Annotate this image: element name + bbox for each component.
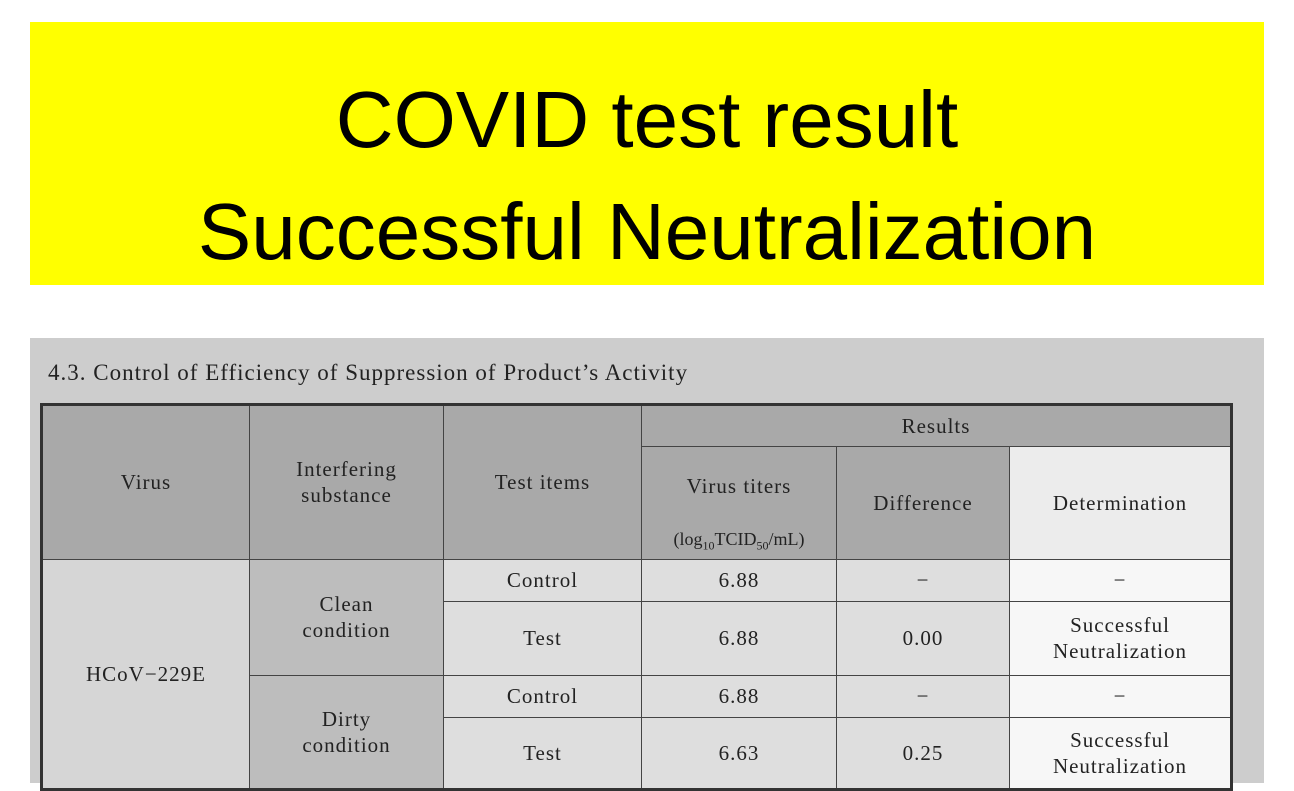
data-row: HCoV−229E Clean condition Control 6.88 −… [41,558,1233,790]
results-table: Virus Interfering substance Test items R… [40,403,1234,791]
titer-cell: 6.88 [641,558,837,602]
condition-cell: Dirty condition [249,674,444,790]
item-cell: Control [443,558,642,602]
difference-cell: − [836,674,1010,718]
unit-sub: 50 [756,538,769,553]
unit-part: /mL) [768,529,805,549]
titer-cell: 6.88 [641,674,837,718]
unit-part: (log [673,529,703,549]
difference-cell: 0.00 [836,600,1010,676]
determination-cell: − [1008,674,1233,718]
condition-cell: Clean condition [249,558,444,676]
difference-cell: 0.25 [836,716,1010,790]
banner-line: COVID test result [335,75,959,164]
header-cell: Difference [836,446,1010,560]
titer-cell: 6.63 [641,716,837,790]
document-panel: 4.3. Control of Efficiency of Suppressio… [30,338,1264,791]
header-cell: Virus titers (log10TCID50/mL) [641,446,837,560]
section-caption: 4.3. Control of Efficiency of Suppressio… [48,360,689,385]
banner: COVID test result Successful Neutralizat… [30,22,1264,285]
item-cell: Test [443,600,642,676]
unit-part: TCID [714,529,757,549]
unit-sub: 10 [702,538,715,553]
titer-cell: 6.88 [641,600,837,676]
determination-cell: − [1008,558,1233,602]
header-row: Virus Interfering substance Test items R… [41,404,1233,560]
banner-line: Successful Neutralization [197,187,1097,276]
header-text: Virus titers [686,474,792,498]
header-cell: Results [640,404,1233,447]
determination-cell: Successful Neutralization [1008,716,1233,790]
header-cell: Test items [443,404,642,560]
item-cell: Test [443,716,642,790]
determination-cell: Successful Neutralization [1008,600,1233,676]
data-row: Test 6.88 0.00 Successful Neutralization [42,600,1233,676]
header-cell: Determination [1008,446,1233,560]
header-row: Virus titers (log10TCID50/mL) Difference… [42,446,1233,560]
virus-cell: HCoV−229E [41,558,250,790]
unit-text: (log10TCID50/mL) [673,529,805,553]
header-cell: Interfering substance [249,404,444,560]
difference-cell: − [836,558,1010,602]
item-cell: Control [443,674,642,718]
data-row: Dirty condition Control 6.88 − − [42,674,1233,790]
header-cell: Virus [41,404,250,560]
data-row: Test 6.63 0.25 Successful Neutralization [42,716,1233,790]
